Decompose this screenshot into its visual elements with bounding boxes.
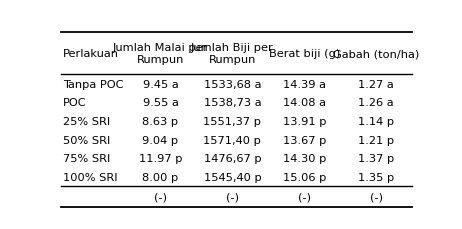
- Text: 1.27 a: 1.27 a: [359, 79, 394, 89]
- Text: 13.91 p: 13.91 p: [283, 116, 326, 126]
- Text: 14.39 a: 14.39 a: [283, 79, 326, 89]
- Text: 13.67 p: 13.67 p: [283, 135, 326, 145]
- Text: Jumlah Malai per
Rumpun: Jumlah Malai per Rumpun: [113, 43, 208, 65]
- Text: (-): (-): [154, 192, 167, 202]
- Text: Jumlah Biji per
Rumpun: Jumlah Biji per Rumpun: [191, 43, 274, 65]
- Text: 8.00 p: 8.00 p: [142, 172, 179, 182]
- Text: 14.30 p: 14.30 p: [283, 153, 326, 163]
- Text: 25% SRI: 25% SRI: [63, 116, 110, 126]
- Text: POC: POC: [63, 98, 87, 108]
- Text: (-): (-): [370, 192, 383, 202]
- Text: 1476,67 p: 1476,67 p: [204, 153, 261, 163]
- Text: 1538,73 a: 1538,73 a: [204, 98, 261, 108]
- Text: Perlakuan: Perlakuan: [63, 49, 119, 59]
- Text: 1.35 p: 1.35 p: [358, 172, 395, 182]
- Text: 8.63 p: 8.63 p: [142, 116, 178, 126]
- Text: 1.26 a: 1.26 a: [359, 98, 394, 108]
- Text: Tanpa POC: Tanpa POC: [63, 79, 124, 89]
- Text: 1571,40 p: 1571,40 p: [203, 135, 261, 145]
- Text: (-): (-): [226, 192, 239, 202]
- Text: 1.14 p: 1.14 p: [358, 116, 394, 126]
- Text: 50% SRI: 50% SRI: [63, 135, 110, 145]
- Text: 14.08 a: 14.08 a: [283, 98, 326, 108]
- Text: 1533,68 a: 1533,68 a: [204, 79, 261, 89]
- Text: 1545,40 p: 1545,40 p: [204, 172, 261, 182]
- Text: 1.37 p: 1.37 p: [358, 153, 395, 163]
- Text: 75% SRI: 75% SRI: [63, 153, 110, 163]
- Text: 9.04 p: 9.04 p: [142, 135, 178, 145]
- Text: 15.06 p: 15.06 p: [283, 172, 326, 182]
- Text: 9.55 a: 9.55 a: [142, 98, 178, 108]
- Text: 11.97 p: 11.97 p: [139, 153, 182, 163]
- Text: (-): (-): [298, 192, 311, 202]
- Text: 1.21 p: 1.21 p: [358, 135, 394, 145]
- Text: Berat biji (g): Berat biji (g): [269, 49, 340, 59]
- Text: Gabah (ton/ha): Gabah (ton/ha): [333, 49, 419, 59]
- Text: 100% SRI: 100% SRI: [63, 172, 118, 182]
- Text: 9.45 a: 9.45 a: [143, 79, 178, 89]
- Text: 1551,37 p: 1551,37 p: [203, 116, 261, 126]
